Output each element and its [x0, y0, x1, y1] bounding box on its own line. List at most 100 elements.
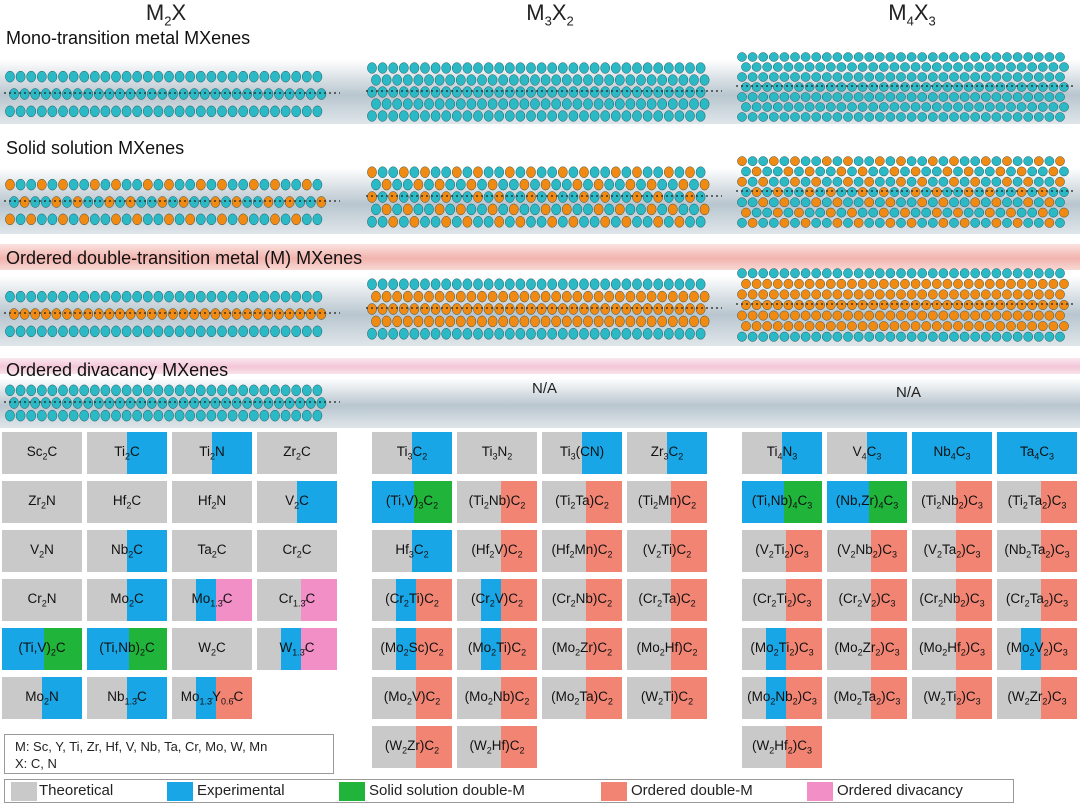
- atom: [195, 105, 206, 118]
- atom: [874, 218, 885, 228]
- atom-m2: [811, 197, 821, 208]
- atom: [1012, 156, 1023, 166]
- atom: [980, 268, 991, 279]
- atom: [906, 52, 917, 62]
- na-label-m4x3: N/A: [896, 384, 922, 401]
- atom: [206, 105, 217, 118]
- structure-solid-m4x3: [736, 156, 1076, 228]
- atom: [248, 325, 259, 338]
- atom: [125, 397, 136, 409]
- atom: [445, 315, 455, 328]
- atom-m2: [90, 178, 100, 191]
- atom-m2: [1037, 207, 1048, 218]
- atom: [100, 213, 111, 226]
- atom: [1059, 278, 1069, 289]
- atom: [263, 308, 274, 320]
- atom: [90, 105, 100, 118]
- formula-cell: W2C: [172, 628, 252, 670]
- atom-m2: [984, 187, 995, 197]
- atom: [572, 203, 583, 216]
- atom: [413, 203, 424, 216]
- atom-m2: [270, 178, 280, 191]
- atom: [168, 196, 178, 208]
- cell-category-fill: [871, 530, 907, 572]
- atom: [949, 197, 959, 208]
- formula-cell: (Nb,Zr)4C3: [827, 481, 907, 523]
- atom-m2: [910, 187, 921, 197]
- formula-text: (W2Ti)C2: [640, 689, 694, 707]
- atom: [217, 105, 227, 118]
- atom: [900, 278, 910, 289]
- atom: [804, 102, 815, 112]
- atom: [589, 110, 600, 122]
- formula-cell: (Cr2Nb)C2: [542, 579, 622, 621]
- atom: [642, 62, 653, 74]
- atom: [37, 409, 47, 422]
- atom: [121, 213, 132, 226]
- atom: [974, 300, 984, 310]
- atom: [921, 300, 931, 310]
- atom: [885, 331, 896, 342]
- atom: [41, 397, 51, 409]
- atom: [430, 166, 441, 178]
- atom-m2: [441, 216, 451, 228]
- atom: [621, 166, 632, 178]
- atom: [274, 88, 284, 100]
- atom: [889, 207, 900, 218]
- cell-category-fill: [501, 726, 537, 768]
- formula-cell: (W2Zr2)C3: [997, 677, 1077, 719]
- cell-category-fill: [671, 530, 707, 572]
- atom: [864, 331, 874, 342]
- atom: [409, 110, 420, 122]
- atom: [526, 303, 536, 315]
- formula-text: Cr1.3̄C: [278, 591, 316, 609]
- atom: [1016, 278, 1027, 289]
- atom: [1006, 82, 1016, 92]
- atom: [864, 218, 874, 228]
- atom: [783, 207, 794, 218]
- atom: [794, 62, 804, 72]
- atom: [779, 310, 790, 321]
- atom: [157, 88, 168, 100]
- formula-text: Sc2C: [26, 444, 58, 462]
- atom: [811, 112, 821, 122]
- atom: [1023, 310, 1034, 321]
- atom: [466, 98, 477, 110]
- cell-category-fill: [412, 432, 452, 474]
- atom: [642, 86, 653, 98]
- atom: [868, 62, 878, 72]
- atom: [747, 289, 758, 300]
- atom: [483, 166, 494, 178]
- atom: [953, 102, 963, 112]
- atom: [111, 325, 121, 338]
- atom: [874, 331, 885, 342]
- atom: [963, 300, 974, 310]
- atom: [663, 110, 674, 122]
- atom: [452, 216, 462, 228]
- atom: [434, 74, 445, 86]
- atom: [1023, 112, 1034, 122]
- atom: [515, 166, 526, 178]
- atom: [885, 268, 896, 279]
- atom: [868, 187, 878, 197]
- formula-text: Hf3C2: [395, 542, 429, 560]
- atom: [519, 315, 530, 328]
- atom: [804, 207, 815, 218]
- cell-category-fill: [196, 677, 216, 719]
- atom: [551, 315, 561, 328]
- atom: [678, 203, 689, 216]
- atom: [536, 328, 547, 340]
- atom: [377, 110, 388, 122]
- atom: [1048, 62, 1059, 72]
- atom-m2: [857, 187, 868, 197]
- atom: [62, 308, 72, 320]
- atom: [403, 98, 413, 110]
- atom: [896, 310, 906, 321]
- atom: [185, 325, 195, 338]
- cell-category-fill: [997, 432, 1077, 474]
- atom: [572, 98, 583, 110]
- atom: [931, 321, 942, 332]
- atom-m2: [614, 203, 625, 216]
- atom-m2: [593, 178, 604, 191]
- formula-cell: (V2Ti2)C3: [742, 530, 822, 572]
